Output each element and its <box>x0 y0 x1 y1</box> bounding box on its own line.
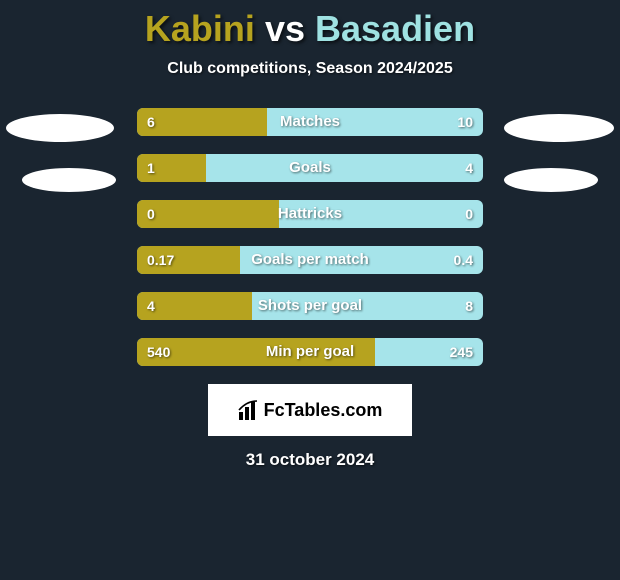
stat-row: 540Min per goal245 <box>137 338 483 366</box>
stat-label: Hattricks <box>137 200 483 228</box>
subtitle: Club competitions, Season 2024/2025 <box>0 60 620 78</box>
stat-label: Goals <box>137 154 483 182</box>
date-text: 31 october 2024 <box>0 450 620 470</box>
stat-value-right: 10 <box>457 108 473 136</box>
stat-label: Goals per match <box>137 246 483 274</box>
player1-name: Kabini <box>145 8 255 49</box>
brand-badge: FcTables.com <box>208 384 412 436</box>
brand-text: FcTables.com <box>264 400 383 421</box>
stat-row: 1Goals4 <box>137 154 483 182</box>
player2-blob-bottom <box>504 168 598 192</box>
stat-value-right: 0.4 <box>454 246 473 274</box>
stat-value-right: 4 <box>465 154 473 182</box>
stat-row: 0.17Goals per match0.4 <box>137 246 483 274</box>
stat-row: 6Matches10 <box>137 108 483 136</box>
stat-label: Min per goal <box>137 338 483 366</box>
stat-value-right: 8 <box>465 292 473 320</box>
player2-name: Basadien <box>315 8 475 49</box>
stat-value-right: 0 <box>465 200 473 228</box>
fctables-icon <box>238 400 260 420</box>
stat-label: Shots per goal <box>137 292 483 320</box>
comparison-chart: 6Matches10 1Goals4 0Hattricks0 0.17Goals pe… <box>0 108 620 366</box>
player2-blob-top <box>504 114 614 142</box>
vs-text: vs <box>265 8 305 49</box>
stat-row: 4Shots per goal8 <box>137 292 483 320</box>
stat-label: Matches <box>137 108 483 136</box>
stat-rows: 6Matches10 1Goals4 0Hattricks0 0.17Goals pe… <box>137 108 483 366</box>
stat-row: 0Hattricks0 <box>137 200 483 228</box>
page-title: Kabini vs Basadien <box>0 0 620 50</box>
stat-value-right: 245 <box>450 338 473 366</box>
player1-blob-top <box>6 114 114 142</box>
player1-blob-bottom <box>22 168 116 192</box>
